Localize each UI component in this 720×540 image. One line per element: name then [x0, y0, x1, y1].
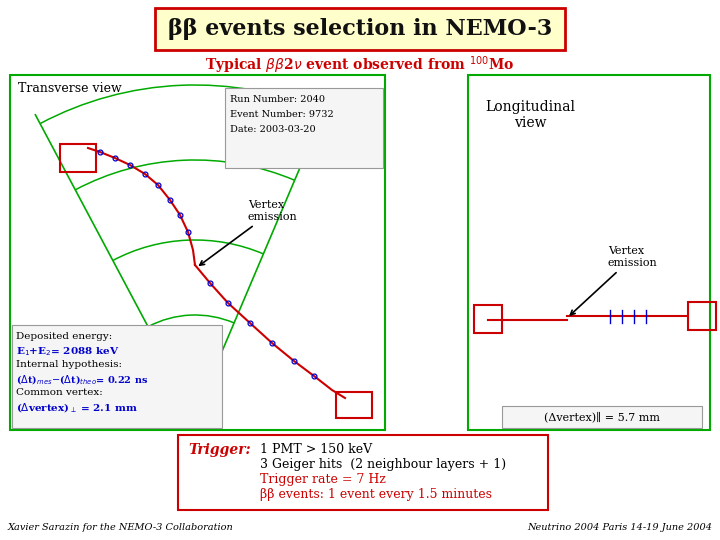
Text: Event Number: 9732: Event Number: 9732 [230, 110, 334, 119]
Bar [10, 75, 385, 430]
Text: E$_1$+E$_2$= 2088 keV: E$_1$+E$_2$= 2088 keV [16, 345, 120, 358]
Text: Typical $\beta\beta$2$\nu$ event observed from $^{100}$Mo: Typical $\beta\beta$2$\nu$ event observe… [205, 54, 515, 76]
Bar [468, 75, 710, 430]
Text: Internal hypothesis:: Internal hypothesis: [16, 360, 122, 369]
Text: Date: 2003-03-20: Date: 2003-03-20 [230, 125, 315, 134]
Bar [474, 305, 502, 333]
Text: 1 PMT > 150 keV: 1 PMT > 150 keV [260, 443, 372, 456]
Text: Trigger rate = 7 Hz: Trigger rate = 7 Hz [260, 473, 386, 486]
Bar [60, 144, 96, 172]
Text: ββ events selection in NEMO-3: ββ events selection in NEMO-3 [168, 18, 552, 40]
Text: Neutrino 2004 Paris 14-19 June 2004: Neutrino 2004 Paris 14-19 June 2004 [527, 523, 712, 532]
Bar [502, 406, 702, 428]
Text: Xavier Sarazin for the NEMO-3 Collaboration: Xavier Sarazin for the NEMO-3 Collaborat… [8, 523, 234, 532]
Text: Longitudinal
view: Longitudinal view [485, 100, 575, 130]
Text: (Δvertex)∥ = 5.7 mm: (Δvertex)∥ = 5.7 mm [544, 411, 660, 422]
Text: ($\Delta$t)$_{mes}$$-$($\Delta$t)$_{theo}$= 0.22 ns: ($\Delta$t)$_{mes}$$-$($\Delta$t)$_{theo… [16, 373, 148, 387]
Text: Vertex
emission: Vertex emission [199, 200, 298, 265]
Text: Vertex
emission: Vertex emission [570, 246, 658, 315]
Text: Run Number: 2040: Run Number: 2040 [230, 95, 325, 104]
Text: Deposited energy:: Deposited energy: [16, 332, 112, 341]
Bar [178, 435, 548, 510]
Bar [12, 325, 222, 428]
Text: Common vertex:: Common vertex: [16, 388, 103, 397]
Text: 3 Geiger hits  (2 neighbour layers + 1): 3 Geiger hits (2 neighbour layers + 1) [260, 458, 506, 471]
Text: ββ events: 1 event every 1.5 minutes: ββ events: 1 event every 1.5 minutes [260, 488, 492, 501]
Text: Trigger:: Trigger: [188, 443, 251, 457]
Text: ($\Delta$vertex)$_\perp$ = 2.1 mm: ($\Delta$vertex)$_\perp$ = 2.1 mm [16, 401, 138, 415]
Bar [688, 302, 716, 330]
Bar [225, 88, 383, 168]
Bar [336, 392, 372, 418]
Text: Transverse view: Transverse view [18, 82, 122, 94]
Bar [155, 8, 565, 50]
